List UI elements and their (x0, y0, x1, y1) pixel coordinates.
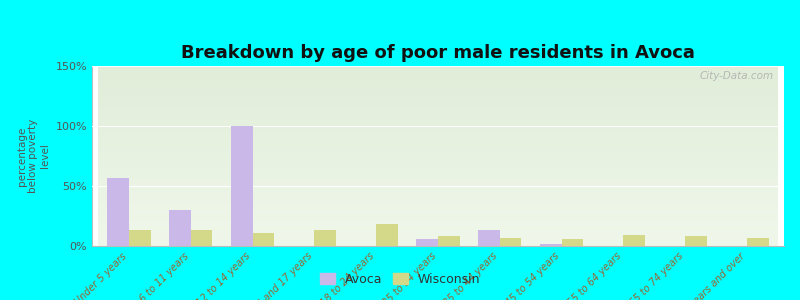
Bar (747, 238, 769, 246)
Bar (478, 230, 500, 246)
Bar (107, 178, 129, 246)
Bar (438, 236, 460, 246)
Bar (376, 224, 398, 246)
Legend: Avoca, Wisconsin: Avoca, Wisconsin (315, 268, 485, 291)
Bar (562, 239, 583, 246)
Bar (314, 230, 336, 246)
Bar (623, 235, 645, 246)
Bar (685, 236, 706, 246)
Bar (416, 239, 438, 246)
Bar (253, 233, 274, 246)
Bar (129, 230, 150, 246)
Bar (500, 238, 522, 246)
Text: City-Data.com: City-Data.com (699, 71, 774, 81)
Bar (231, 126, 253, 246)
Title: Breakdown by age of poor male residents in Avoca: Breakdown by age of poor male residents … (181, 44, 695, 62)
Bar (191, 230, 213, 246)
Y-axis label: percentage
below poverty
level: percentage below poverty level (17, 119, 50, 193)
Bar (170, 210, 191, 246)
Bar (540, 244, 562, 246)
